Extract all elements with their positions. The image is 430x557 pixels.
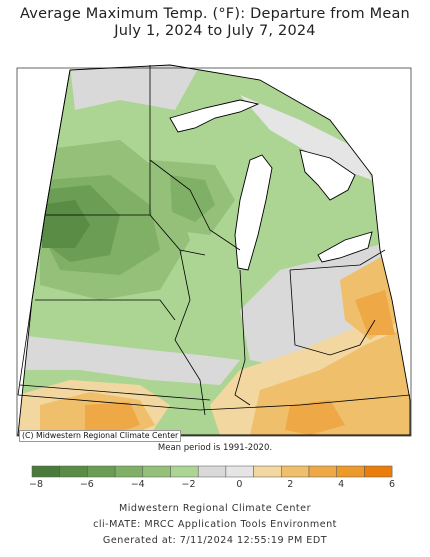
footer-generated: Generated at: 7/11/2024 12:55:19 PM EDT xyxy=(102,535,328,546)
legend-swatch xyxy=(59,465,88,478)
map-title-line2: July 1, 2024 to July 7, 2024 xyxy=(114,23,316,39)
legend-swatch xyxy=(114,465,144,478)
color-legend xyxy=(31,465,393,478)
great-lakes xyxy=(169,99,373,271)
legend-swatch xyxy=(197,465,227,478)
footer-org: Midwestern Regional Climate Center xyxy=(118,503,312,514)
legend-tick-label: 4 xyxy=(338,479,345,490)
legend-tick-label: 0 xyxy=(236,479,243,490)
legend-swatch xyxy=(142,465,171,478)
footer-tool: cli-MATE: MRCC Application Tools Environ… xyxy=(93,519,337,530)
copyright-label: (C) Midwestern Regional Climate Center xyxy=(19,430,182,442)
legend-tick-label: −2 xyxy=(181,479,196,490)
legend-tick-label: −6 xyxy=(79,479,94,490)
mean-period-note: Mean period is 1991-2020. xyxy=(157,443,273,453)
legend-tick-label: 6 xyxy=(388,479,396,490)
legend-swatch xyxy=(253,465,282,478)
legend-tick-label: −4 xyxy=(130,479,145,490)
legend-swatch xyxy=(336,465,365,478)
legend-swatch xyxy=(308,465,337,478)
legend-tick-label: −8 xyxy=(28,479,43,490)
map-title-line1: Average Maximum Temp. (°F): Departure fr… xyxy=(20,6,410,22)
legend-swatch xyxy=(31,465,60,478)
legend-swatch xyxy=(170,465,199,478)
legend-swatch xyxy=(225,465,254,478)
legend-swatch xyxy=(87,465,116,478)
legend-swatch xyxy=(281,465,310,478)
legend-tick-label: 2 xyxy=(287,479,294,490)
legend-swatch xyxy=(364,465,393,478)
